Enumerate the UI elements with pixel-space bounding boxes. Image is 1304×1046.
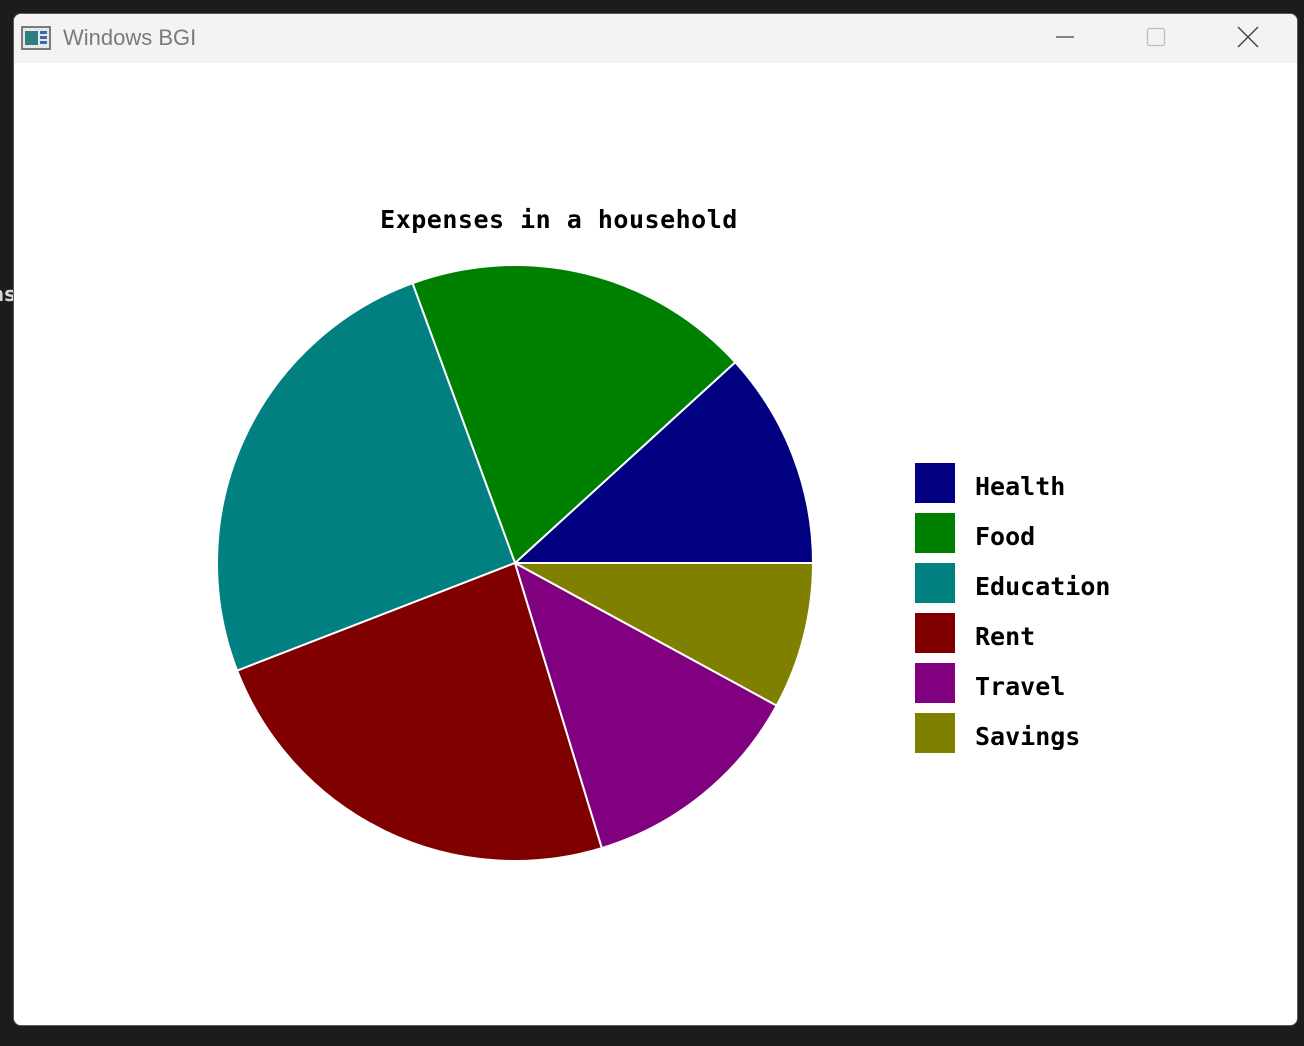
- legend-swatch-savings: [915, 713, 955, 753]
- legend-swatch-food: [915, 513, 955, 553]
- pie-slice-health: [512, 360, 815, 564]
- pie-chart: [216, 264, 815, 862]
- close-icon: [1237, 26, 1259, 48]
- pie-slice-savings: [514, 562, 815, 707]
- pie-slice-travel: [513, 560, 779, 850]
- legend-label-travel: Travel: [975, 672, 1066, 701]
- pie-slice-education: [216, 281, 517, 672]
- maximize-icon: [1146, 27, 1166, 47]
- legend-swatch-travel: [915, 663, 955, 703]
- legend-item-rent: Rent: [915, 613, 1175, 653]
- legend-item-savings: Savings: [915, 713, 1175, 753]
- legend-label-education: Education: [975, 572, 1111, 601]
- drawing-canvas: Expenses in a household Health Food Educ…: [14, 63, 1297, 1025]
- legend-label-savings: Savings: [975, 722, 1081, 751]
- legend-label-health: Health: [975, 472, 1066, 501]
- window-title: Windows BGI: [63, 25, 197, 50]
- legend-item-education: Education: [915, 563, 1175, 603]
- legend-swatch-education: [915, 563, 955, 603]
- minimize-button[interactable]: [1019, 14, 1111, 60]
- legend-item-health: Health: [915, 463, 1175, 503]
- desktop-background-text: ns: [0, 282, 16, 306]
- legend-label-rent: Rent: [975, 622, 1036, 651]
- minimize-icon: [1056, 36, 1074, 38]
- bgi-window: Windows BGI Expenses in a household Heal…: [13, 13, 1298, 1026]
- maximize-button[interactable]: [1110, 14, 1202, 60]
- chart-title: Expenses in a household: [380, 205, 738, 234]
- legend-item-travel: Travel: [915, 663, 1175, 703]
- pie-slice-rent: [235, 561, 604, 862]
- title-bar[interactable]: Windows BGI: [14, 14, 1297, 63]
- legend-swatch-rent: [915, 613, 955, 653]
- legend-label-food: Food: [975, 522, 1036, 551]
- pie-slice-food: [411, 264, 737, 565]
- legend-swatch-health: [915, 463, 955, 503]
- bgi-app-icon: [21, 26, 51, 50]
- legend-item-food: Food: [915, 513, 1175, 553]
- close-button[interactable]: [1202, 14, 1294, 60]
